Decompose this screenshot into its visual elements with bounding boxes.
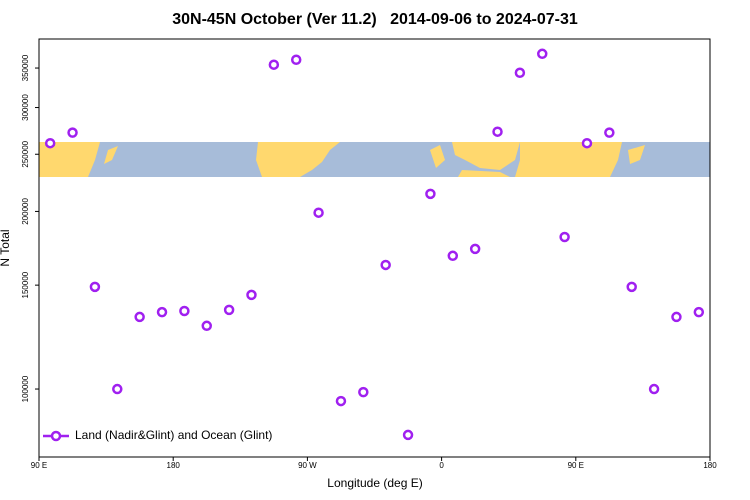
- y-tick-label: 300000: [21, 94, 30, 121]
- data-point: [648, 383, 660, 395]
- data-point: [134, 311, 145, 323]
- legend-label: Land (Nadir&Glint) and Ocean (Glint): [75, 428, 272, 442]
- world-map-band: [39, 142, 710, 177]
- data-point: [246, 289, 257, 301]
- data-point: [559, 231, 570, 243]
- data-point: [514, 67, 526, 79]
- legend-marker: [50, 430, 62, 442]
- y-tick-label: 100000: [21, 375, 30, 402]
- data-point: [201, 320, 212, 332]
- data-point: [380, 259, 391, 271]
- chart-title: 30N-45N October (Ver 11.2) 2014-09-06 to…: [172, 11, 578, 28]
- data-point: [537, 48, 548, 60]
- data-point: [156, 306, 168, 318]
- data-point: [693, 306, 705, 318]
- x-tick-label: 0: [439, 461, 444, 470]
- data-point: [358, 386, 369, 398]
- y-tick-label: 150000: [21, 271, 30, 298]
- x-tick-label: 180: [703, 461, 717, 470]
- x-tick-label: 90 E: [31, 461, 47, 470]
- data-point: [335, 395, 347, 407]
- data-point: [425, 188, 436, 200]
- data-point: [89, 281, 101, 293]
- data-point: [268, 59, 280, 70]
- y-axis-label: N Total: [0, 229, 12, 266]
- data-point: [67, 127, 78, 138]
- x-tick-label: 90 E: [568, 461, 584, 470]
- plot-frame: [38, 38, 711, 458]
- y-tick-label: 350000: [21, 54, 30, 81]
- data-point: [671, 311, 682, 323]
- data-point: [581, 137, 593, 149]
- data-point: [223, 304, 235, 316]
- y-tick-label: 200000: [21, 198, 30, 225]
- y-tick-label: 250000: [21, 140, 30, 167]
- data-point: [469, 243, 481, 255]
- data-point: [44, 137, 56, 149]
- data-point: [492, 126, 503, 137]
- x-tick-label: 90 W: [298, 461, 317, 470]
- data-point: [290, 54, 302, 66]
- x-tick-label: 180: [167, 461, 181, 470]
- data-point: [112, 383, 123, 395]
- data-point: [313, 207, 324, 218]
- data-point: [402, 429, 414, 441]
- x-axis-label: Longitude (deg E): [327, 476, 422, 490]
- data-point: [626, 281, 637, 293]
- data-point: [447, 250, 459, 262]
- data-point: [179, 305, 190, 317]
- data-point: [604, 127, 615, 138]
